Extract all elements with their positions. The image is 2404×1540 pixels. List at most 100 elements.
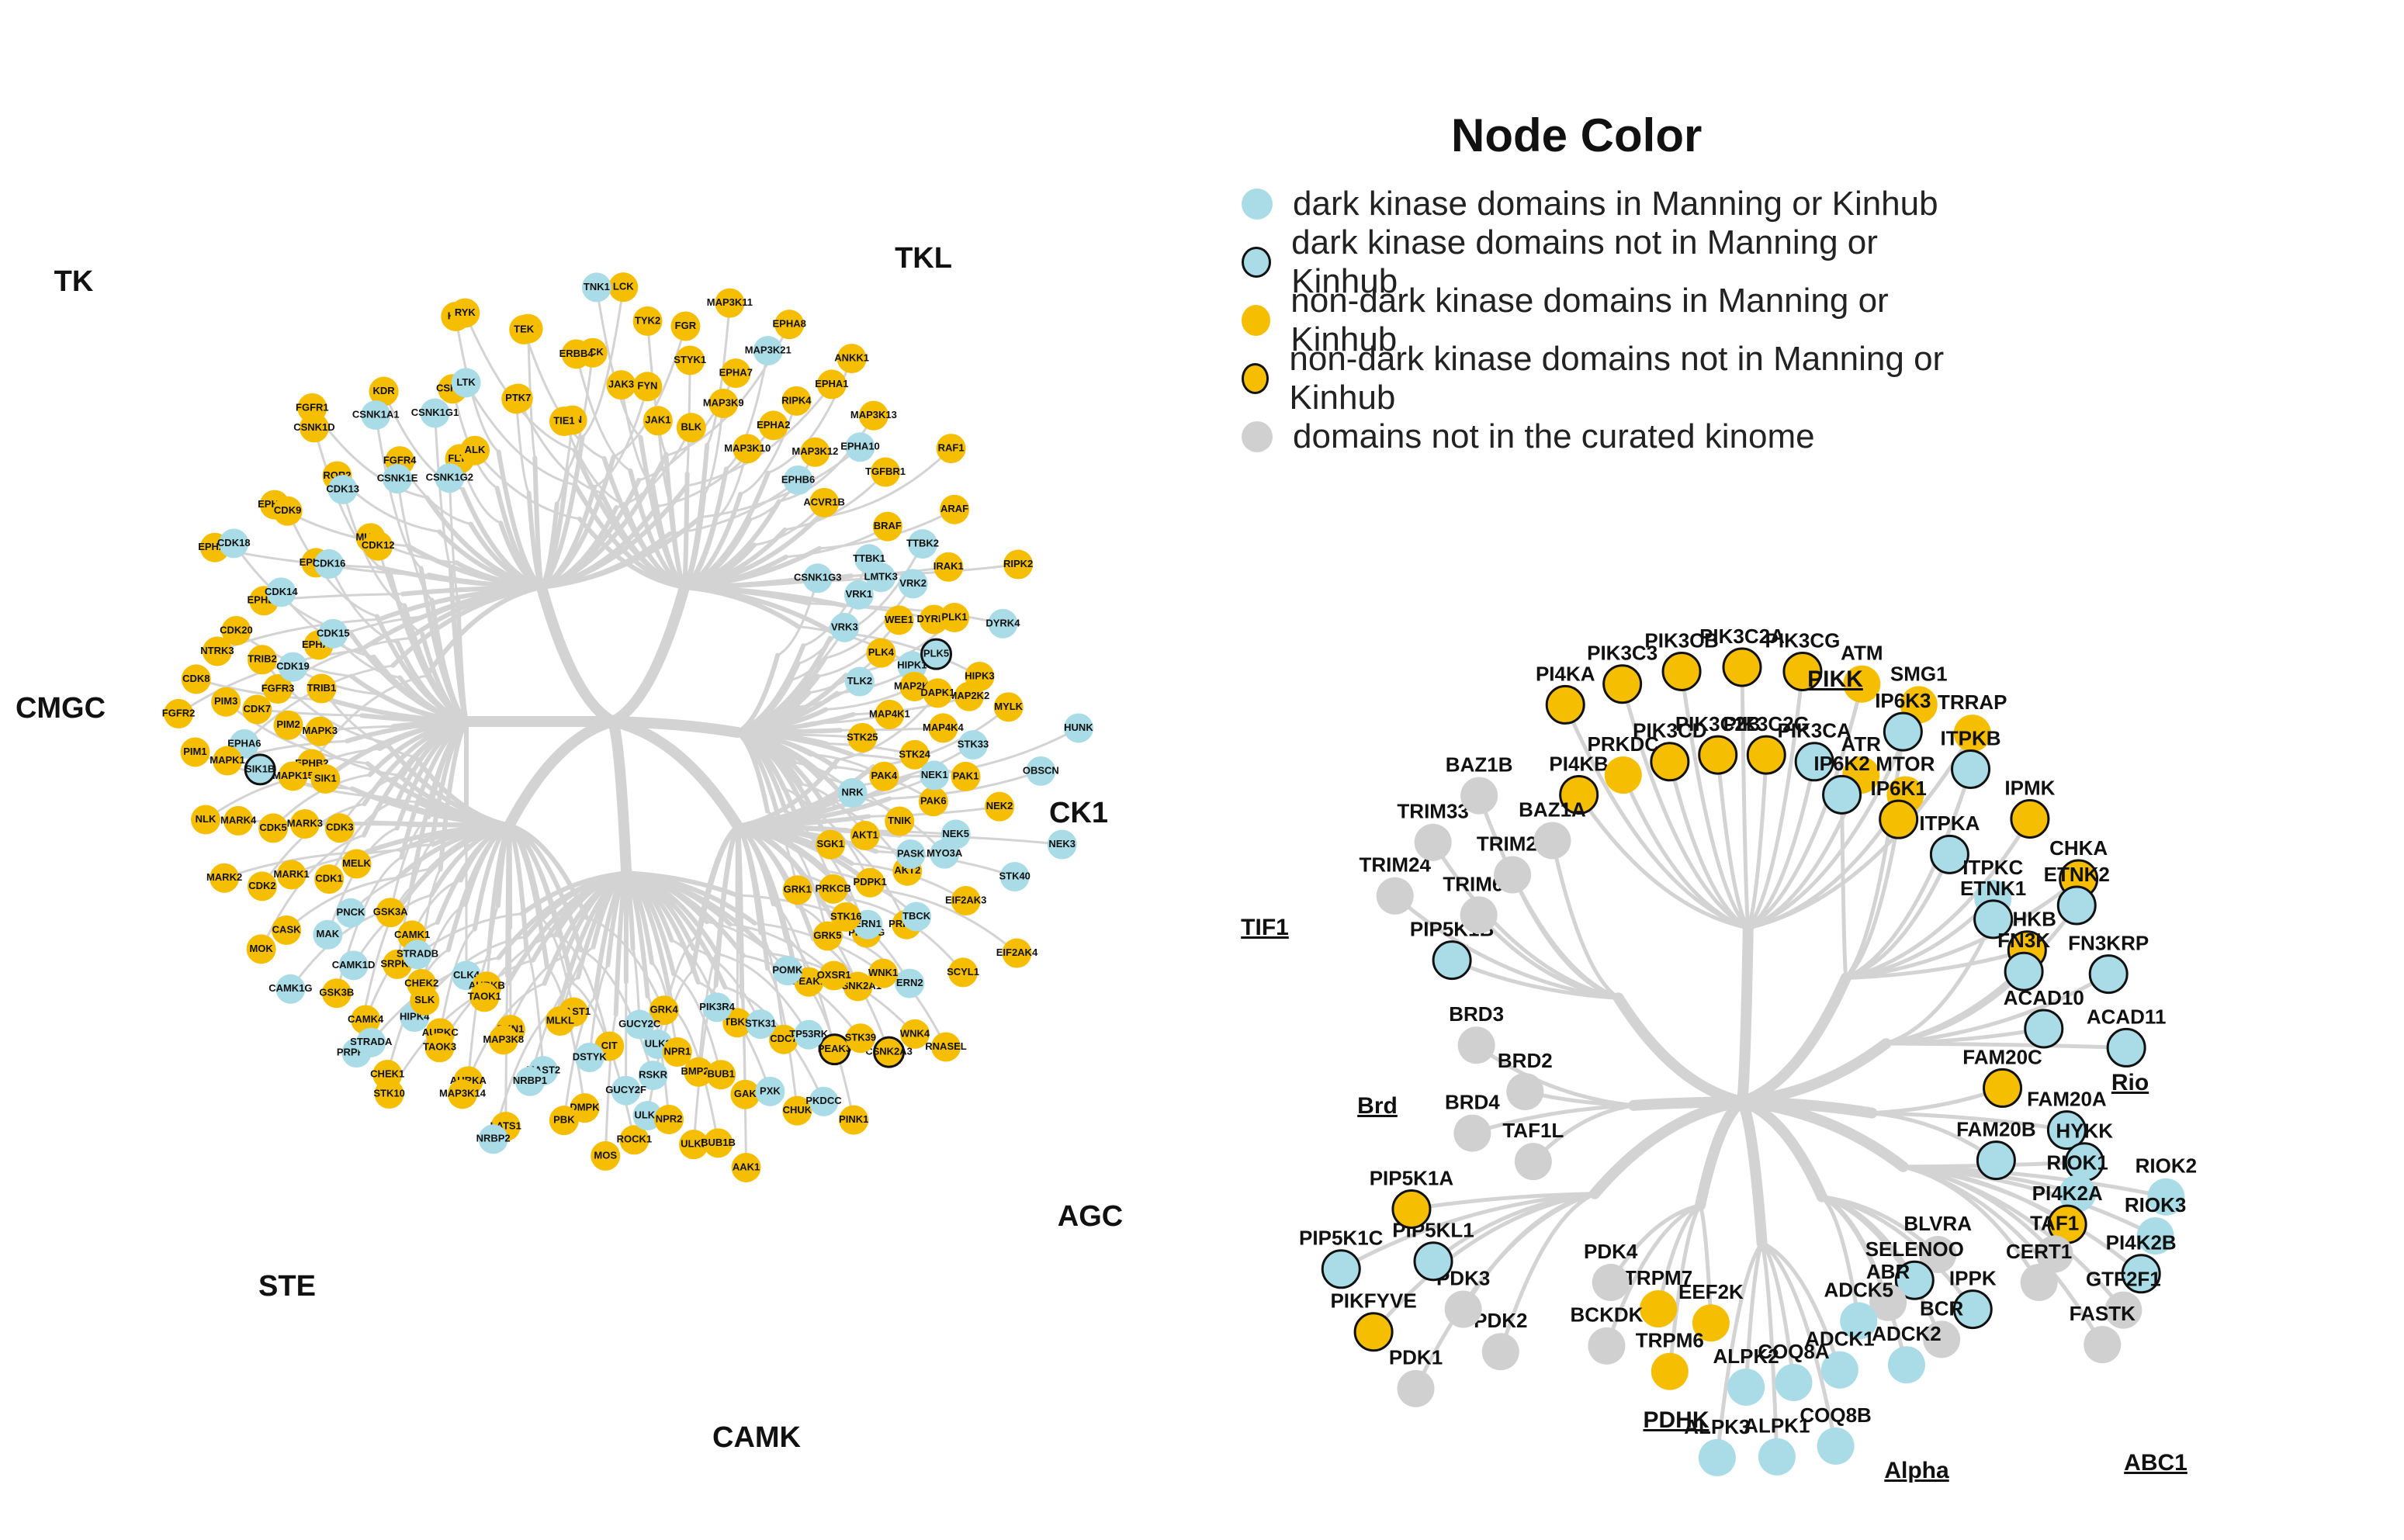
kinase-node-label: PKDCC (805, 1095, 842, 1106)
kinase-node-circle (1588, 1327, 1625, 1365)
kinase-node-label: CAMK4 (348, 1013, 384, 1025)
group-label: TK (54, 265, 94, 298)
kinase-node-label: JAK3 (608, 379, 634, 390)
legend-swatch-dark-not-in (1242, 247, 1271, 278)
kinase-node: JAK1 (643, 406, 673, 435)
kinase-node: VRK1 (844, 580, 874, 610)
kinase-node: VRK2 (899, 569, 928, 598)
kinase-node-label: DSTYK (573, 1050, 608, 1062)
kinase-node-label: DYRK4 (986, 617, 1020, 628)
kinase-node-label: ETNK2 (2044, 863, 2110, 886)
kinase-node: GAK (730, 1080, 760, 1109)
kinase-node-label: CAMK1D (332, 959, 376, 971)
kinase-node: PIM1 (180, 737, 210, 767)
kinase-node: BUB1 (706, 1060, 736, 1089)
tree-branch (666, 454, 684, 587)
kinase-node-label: MAP3K14 (439, 1088, 487, 1099)
node-color-legend: Node Color dark kinase domains in Mannin… (1242, 109, 1955, 465)
kinase-node: CDK5 (258, 813, 288, 843)
kinase-node: CDK9 (273, 497, 303, 526)
legend-label-dark-in: dark kinase domains in Manning or Kinhub (1293, 185, 1938, 223)
kinase-node-circle (2058, 887, 2095, 924)
kinase-node-label: PEAK3 (818, 1043, 851, 1054)
kinase-node: BCKDK (1571, 1303, 1644, 1365)
kinase-node-label: GSK3B (319, 987, 354, 998)
kinase-node: NLK (191, 805, 220, 835)
kinase-node-circle (1445, 1291, 1482, 1328)
kinase-node-circle (1952, 750, 1990, 787)
kinase-node-label: ALK (465, 444, 486, 455)
kinase-node-label: FGFR4 (383, 455, 417, 466)
kinase-node-label: ITPKA (1919, 812, 1980, 835)
kinase-node: CDK2 (248, 871, 277, 901)
kinase-node: TNIK (885, 807, 914, 836)
kinase-node-label: TYK2 (635, 314, 660, 326)
kinase-node-label: TTBK2 (906, 538, 939, 549)
kinase-node: ANKK1 (834, 344, 869, 373)
kinase-node-label: FAM20A (2027, 1087, 2107, 1110)
kinase-node-label: MOS (594, 1149, 617, 1161)
kinase-node: STK40 (999, 862, 1030, 891)
kinase-node: TNK1 (582, 272, 611, 302)
kinase-node-label: CSNK2A3 (865, 1046, 913, 1057)
kinase-node-label: EIF2AK3 (945, 894, 986, 905)
kinase-node-label: PDK1 (1389, 1346, 1443, 1369)
kinase-node: SIK1B (245, 755, 275, 784)
kinase-node-label: ATM (1841, 642, 1883, 665)
kinase-node-label: EPHA7 (719, 367, 753, 379)
kinase-node: IRAK1 (934, 552, 964, 582)
kinase-node-label: SLK (414, 994, 435, 1005)
kinase-node-circle (1605, 756, 1642, 794)
kinase-node-label: CDK3 (326, 822, 353, 833)
kinase-node-circle (1824, 776, 1861, 813)
kinase-node-label: PDK4 (1584, 1240, 1638, 1263)
kinase-node-label: TRIM33 (1397, 800, 1468, 823)
kinase-node-label: TNK1 (584, 281, 610, 292)
kinase-node: COQ8B (1800, 1403, 1871, 1465)
tree-branch (684, 474, 688, 587)
kinase-node: FGFR2 (162, 699, 196, 728)
kinase-node-label: FN3KRP (2068, 931, 2149, 954)
tree-trunk (509, 722, 613, 825)
kinase-node-label: STK10 (373, 1087, 404, 1099)
kinase-node-label: CHKA (2049, 836, 2108, 860)
kinase-node: WEE1 (885, 605, 914, 635)
group-label: PIKK (1807, 666, 1863, 692)
kinase-node: CSNK1G3 (794, 563, 841, 593)
kinase-node-label: CDK15 (317, 627, 350, 638)
kinase-node-label: FASTK (2070, 1302, 2136, 1325)
kinase-node-label: GSK3A (373, 906, 408, 918)
kinase-node-circle (1506, 1073, 1543, 1110)
group-label: CMGC (16, 692, 106, 725)
kinase-node: CSNK1A1 (352, 400, 400, 430)
kinase-node-label: TTBK1 (853, 552, 885, 564)
kinase-node-label: KDR (372, 385, 395, 396)
kinase-node: FASTK (2070, 1302, 2136, 1363)
group-label: TKL (895, 242, 952, 275)
tree-branch (257, 709, 362, 715)
kinase-node-label: CERT1 (2006, 1240, 2072, 1263)
kinase-node: EPHA1 (815, 369, 848, 399)
kinase-node-label: TRIB1 (307, 682, 337, 694)
tree-trunk (1633, 1102, 1742, 1106)
kinase-node: JAK3 (607, 370, 636, 400)
kinase-node: PTK7 (504, 384, 533, 414)
kinase-node: TRIB2 (248, 645, 277, 674)
kinase-node: PNCK (336, 898, 365, 928)
kinase-node-label: PAK6 (920, 795, 947, 807)
kinase-node: PINK1 (839, 1106, 868, 1135)
kinase-node-label: CDK18 (217, 537, 251, 549)
kinase-node-label: PDPK1 (854, 876, 887, 888)
kinase-node-circle (1415, 1243, 1452, 1280)
kinase-node-label: RAF1 (938, 442, 965, 454)
kinase-node-label: STK31 (745, 1018, 776, 1030)
tree-branch (1742, 667, 1748, 928)
kinase-node: ITPKB (1941, 726, 2001, 787)
kinase-node-label: FAM20B (1956, 1117, 2036, 1140)
kinase-node: TGFBR1 (865, 458, 906, 487)
kinase-node-label: MAP4K1 (869, 708, 910, 719)
kinase-node-label: ADCK2 (1872, 1322, 1942, 1345)
kinase-node: STK33 (958, 730, 989, 760)
